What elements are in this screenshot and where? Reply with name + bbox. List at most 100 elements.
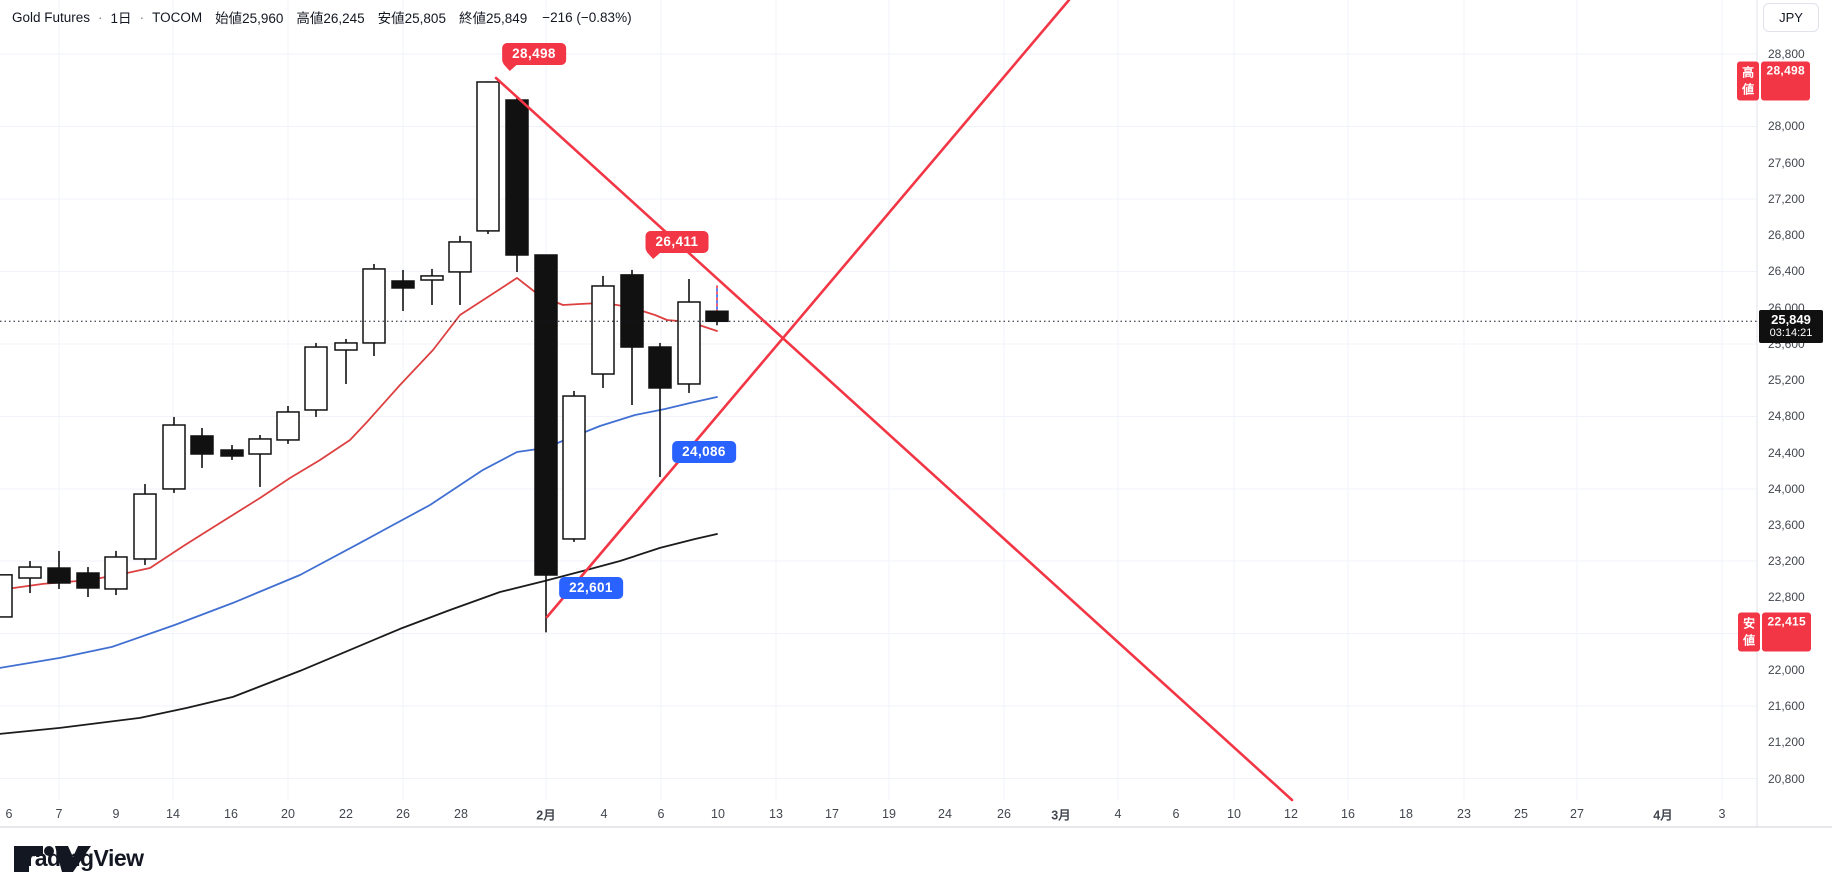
- bar-countdown: 03:14:21: [1769, 327, 1813, 340]
- trendline-price-chip[interactable]: 28,498: [502, 43, 566, 65]
- date-tick-label: 4: [1114, 806, 1122, 821]
- date-tick-label: 24: [938, 806, 952, 821]
- change-value: −216 (−0.83%): [542, 9, 632, 25]
- candle-down: [705, 285, 729, 326]
- current-price-badge: 25,849 03:14:21: [1759, 310, 1823, 344]
- candle-up: [562, 390, 586, 542]
- candle-down: [534, 254, 558, 633]
- price-tick-label: 21,600: [1768, 699, 1805, 714]
- candle-up: [133, 483, 157, 565]
- open-pair: 始値25,960: [215, 11, 284, 26]
- price-tick-label: 27,600: [1768, 155, 1805, 170]
- candle-down: [190, 428, 214, 468]
- month-tick-label: 2月: [536, 808, 556, 822]
- date-tick-label: 4: [600, 806, 608, 821]
- candle-down: [220, 445, 244, 460]
- date-tick-label: 26: [396, 806, 410, 821]
- current-price-value: 25,849: [1771, 312, 1811, 328]
- date-tick-label: 22: [339, 806, 353, 821]
- price-tick-label: 25,200: [1768, 373, 1805, 388]
- low-price-badge: 安値 22,415: [1738, 612, 1811, 652]
- date-tick-label: 6: [657, 806, 665, 821]
- price-tick-label: 20,800: [1768, 771, 1805, 786]
- low-pair: 安値25,805: [377, 11, 446, 26]
- high-value: 28,498: [1761, 61, 1810, 101]
- high-price-badge: 高値 28,498: [1737, 61, 1810, 101]
- price-tick-label: 24,000: [1768, 481, 1805, 496]
- date-tick-label: 25: [1514, 806, 1528, 821]
- candle-up: [248, 434, 272, 487]
- price-tick-label: 22,800: [1768, 590, 1805, 605]
- price-tick-label: 22,000: [1768, 662, 1805, 677]
- date-tick-label: 10: [711, 806, 725, 821]
- symbol-name: Gold Futures: [12, 9, 91, 25]
- date-tick-label: 6: [1172, 806, 1180, 821]
- date-tick-label: 27: [1570, 806, 1584, 821]
- candle-up: [448, 235, 472, 305]
- ascending-trendline[interactable]: [545, 0, 1071, 619]
- close-pair: 終値25,849: [458, 11, 528, 26]
- descending-trendline[interactable]: [494, 76, 1294, 802]
- tradingview-mark-icon: [14, 846, 91, 872]
- candle-down: [391, 269, 415, 311]
- candle-down: [620, 269, 644, 405]
- date-tick-label: 20: [281, 806, 295, 821]
- tradingview-logo[interactable]: TradingView: [14, 845, 144, 872]
- candle-up: [0, 574, 13, 618]
- price-tick-label: 23,200: [1768, 554, 1805, 569]
- candle-down: [47, 550, 71, 589]
- candle-down: [648, 342, 672, 478]
- trendline-price-chip[interactable]: 24,086: [672, 441, 736, 463]
- candle-up: [104, 550, 128, 596]
- candle-down: [76, 567, 100, 598]
- ma-mid-blue: [0, 396, 718, 669]
- candle-up: [304, 342, 328, 417]
- date-tick-label: 9: [112, 806, 120, 821]
- price-tick-label: 21,200: [1768, 735, 1805, 750]
- candle-up: [276, 405, 300, 444]
- price-tick-label: 27,200: [1768, 191, 1805, 206]
- candle-up: [362, 263, 386, 356]
- candle-up: [18, 561, 42, 594]
- date-tick-label: 6: [5, 806, 13, 821]
- date-tick-label: 18: [1399, 806, 1413, 821]
- exchange-label: TOCOM: [152, 9, 203, 25]
- price-tick-label: 26,400: [1768, 264, 1805, 279]
- low-value: 22,415: [1762, 612, 1811, 652]
- date-tick-label: 13: [769, 806, 783, 821]
- price-tick-label: 28,000: [1768, 119, 1805, 134]
- month-tick-label: 4月: [1653, 808, 1673, 822]
- date-tick-label: 17: [825, 806, 839, 821]
- interval-label: 1日: [110, 11, 132, 26]
- date-tick-label: 3: [1718, 806, 1726, 821]
- price-tick-label: 24,800: [1768, 409, 1805, 424]
- price-axis[interactable]: 高値 28,498 25,849 03:14:21 安値 22,415 28,800…: [1737, 0, 1832, 827]
- date-tick-label: 10: [1227, 806, 1241, 821]
- time-axis[interactable]: 6 7 9 14 16 20 22 26 28 2月 4 6 10 13 17 19 24 26 3月 4 6 10 12 1…: [0, 800, 1757, 827]
- date-tick-label: 12: [1284, 806, 1298, 821]
- date-tick-label: 16: [1341, 806, 1355, 821]
- date-tick-label: 23: [1457, 806, 1471, 821]
- candle-up: [476, 81, 500, 234]
- candle-up: [162, 416, 186, 493]
- price-tick-label: 24,400: [1768, 445, 1805, 460]
- trendline-price-chip[interactable]: 26,411: [645, 231, 709, 253]
- separator-dot: ·: [139, 9, 145, 25]
- month-tick-label: 3月: [1051, 808, 1071, 822]
- candle-up: [334, 338, 358, 384]
- price-tick-label: 26,800: [1768, 228, 1805, 243]
- date-tick-label: 26: [997, 806, 1011, 821]
- candle-down: [505, 97, 529, 273]
- candle-up: [420, 268, 444, 305]
- separator-dot: ·: [98, 9, 103, 25]
- date-tick-label: 28: [454, 806, 468, 821]
- trendline-price-chip[interactable]: 22,601: [559, 577, 623, 599]
- currency-button[interactable]: JPY: [1763, 3, 1819, 32]
- price-tick-label: 28,800: [1768, 47, 1805, 61]
- low-tag: 安値: [1738, 612, 1761, 652]
- candle-up: [591, 275, 615, 388]
- date-tick-label: 16: [224, 806, 238, 821]
- candle-up: [677, 279, 701, 393]
